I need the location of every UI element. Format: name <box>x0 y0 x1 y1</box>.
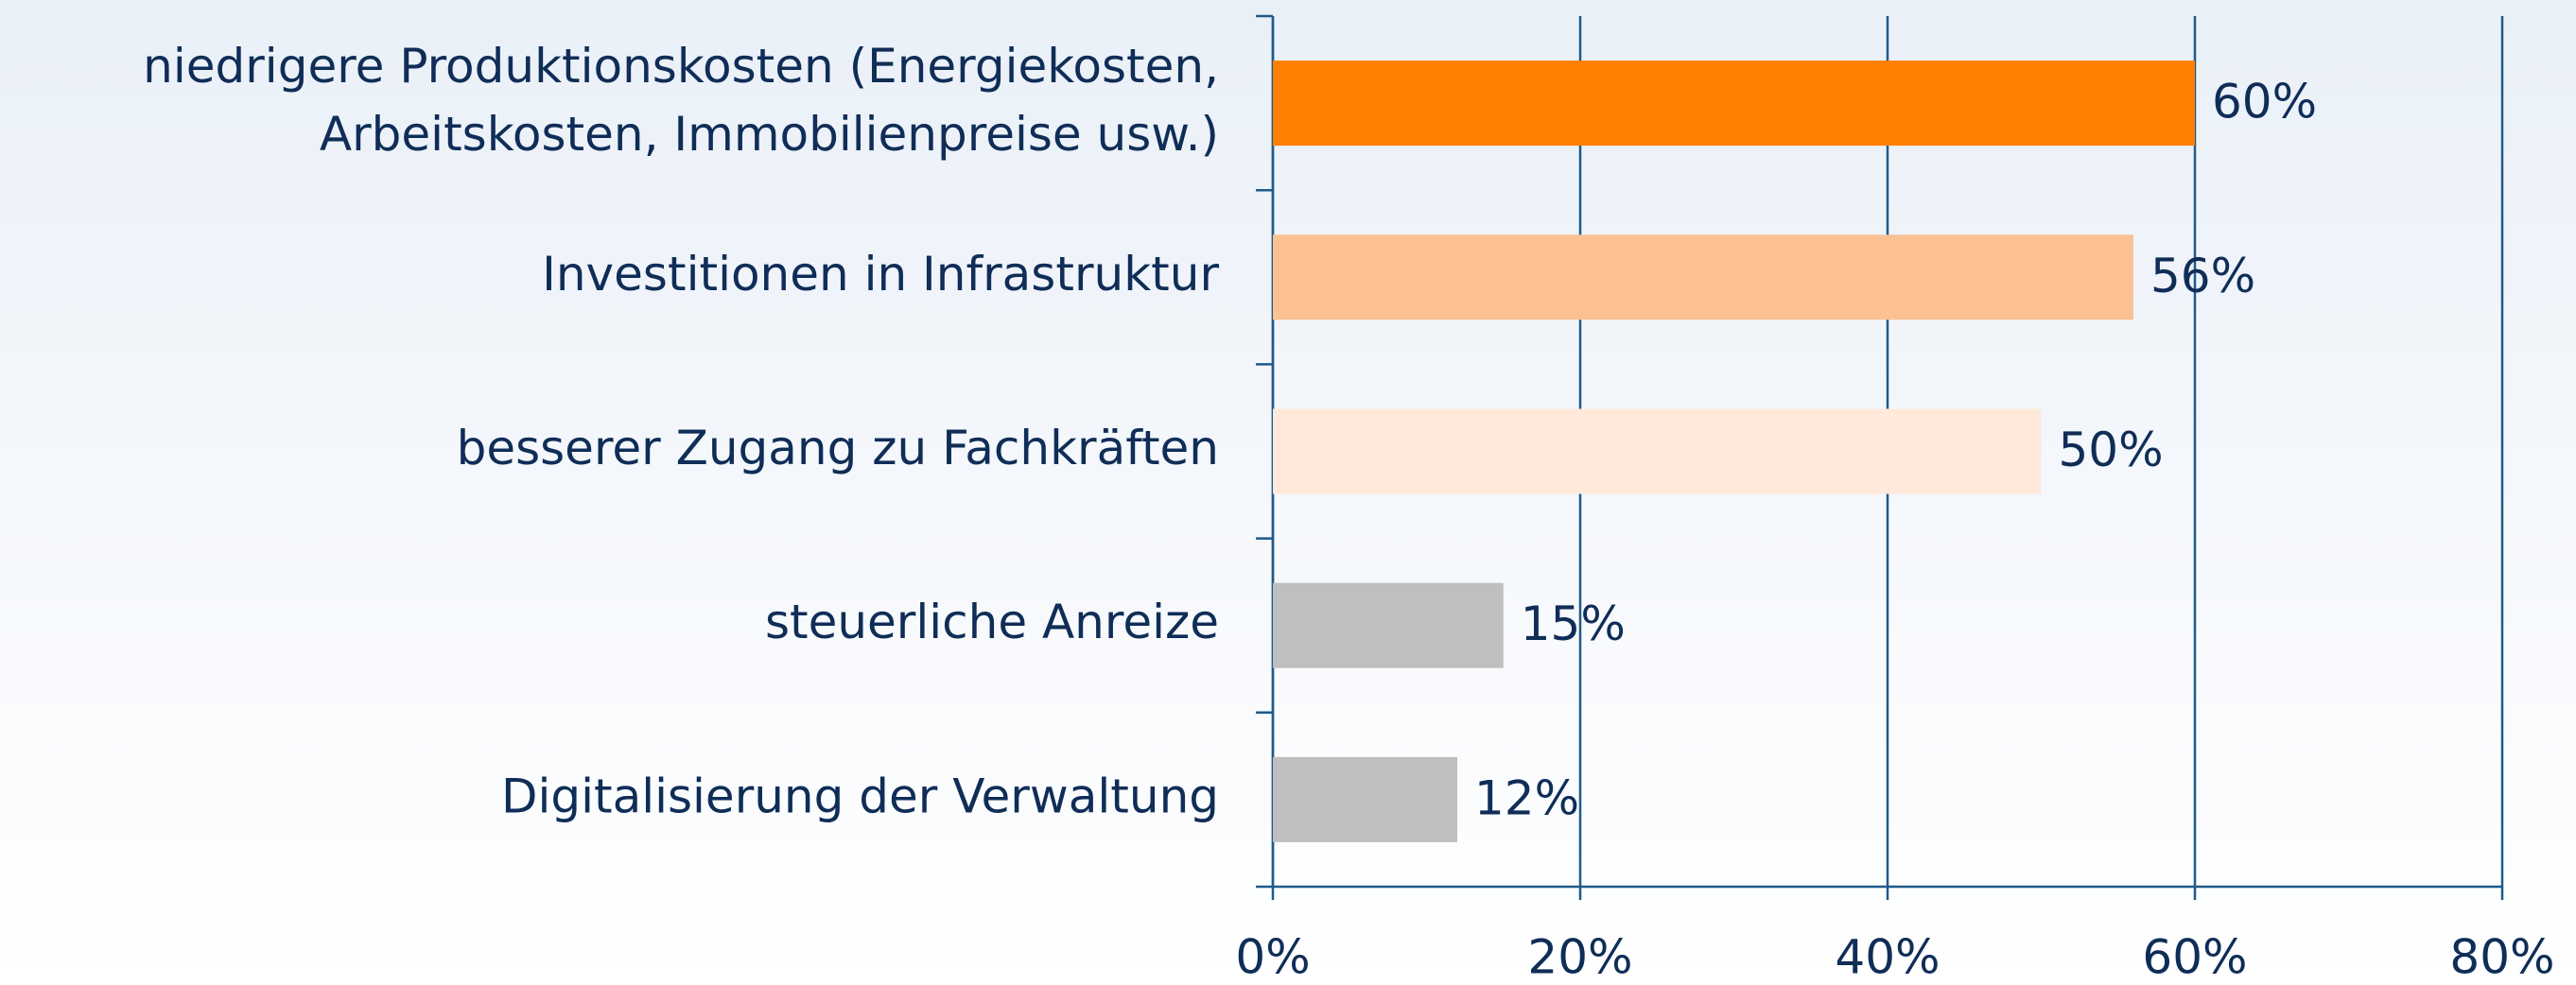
bar <box>1273 234 2133 320</box>
x-tick-label: 0% <box>1235 930 1310 985</box>
y-tick-label: steuerliche Anreize <box>765 595 1219 649</box>
y-tick-label: niedrigere Produktionskosten (Energiekos… <box>143 39 1219 162</box>
x-tick-label: 80% <box>2449 930 2554 985</box>
value-label: 56% <box>2150 249 2255 303</box>
value-label: 12% <box>1474 770 1579 825</box>
y-tick-label: besserer Zugang zu Fachkräften <box>457 421 1219 475</box>
x-tick-label: 60% <box>2142 930 2247 985</box>
value-label: 60% <box>2212 75 2317 130</box>
y-tick-label: Digitalisierung der Verwaltung <box>501 769 1219 823</box>
bar <box>1273 756 1457 842</box>
bar <box>1273 582 1504 668</box>
value-label: 15% <box>1521 596 1626 651</box>
y-tick-label: Investitionen in Infrastruktur <box>542 247 1219 302</box>
x-tick-label: 20% <box>1527 930 1632 985</box>
bar <box>1273 60 2195 147</box>
value-label: 50% <box>2059 423 2164 477</box>
x-tick-label: 40% <box>1835 930 1940 985</box>
bar <box>1273 408 2042 494</box>
